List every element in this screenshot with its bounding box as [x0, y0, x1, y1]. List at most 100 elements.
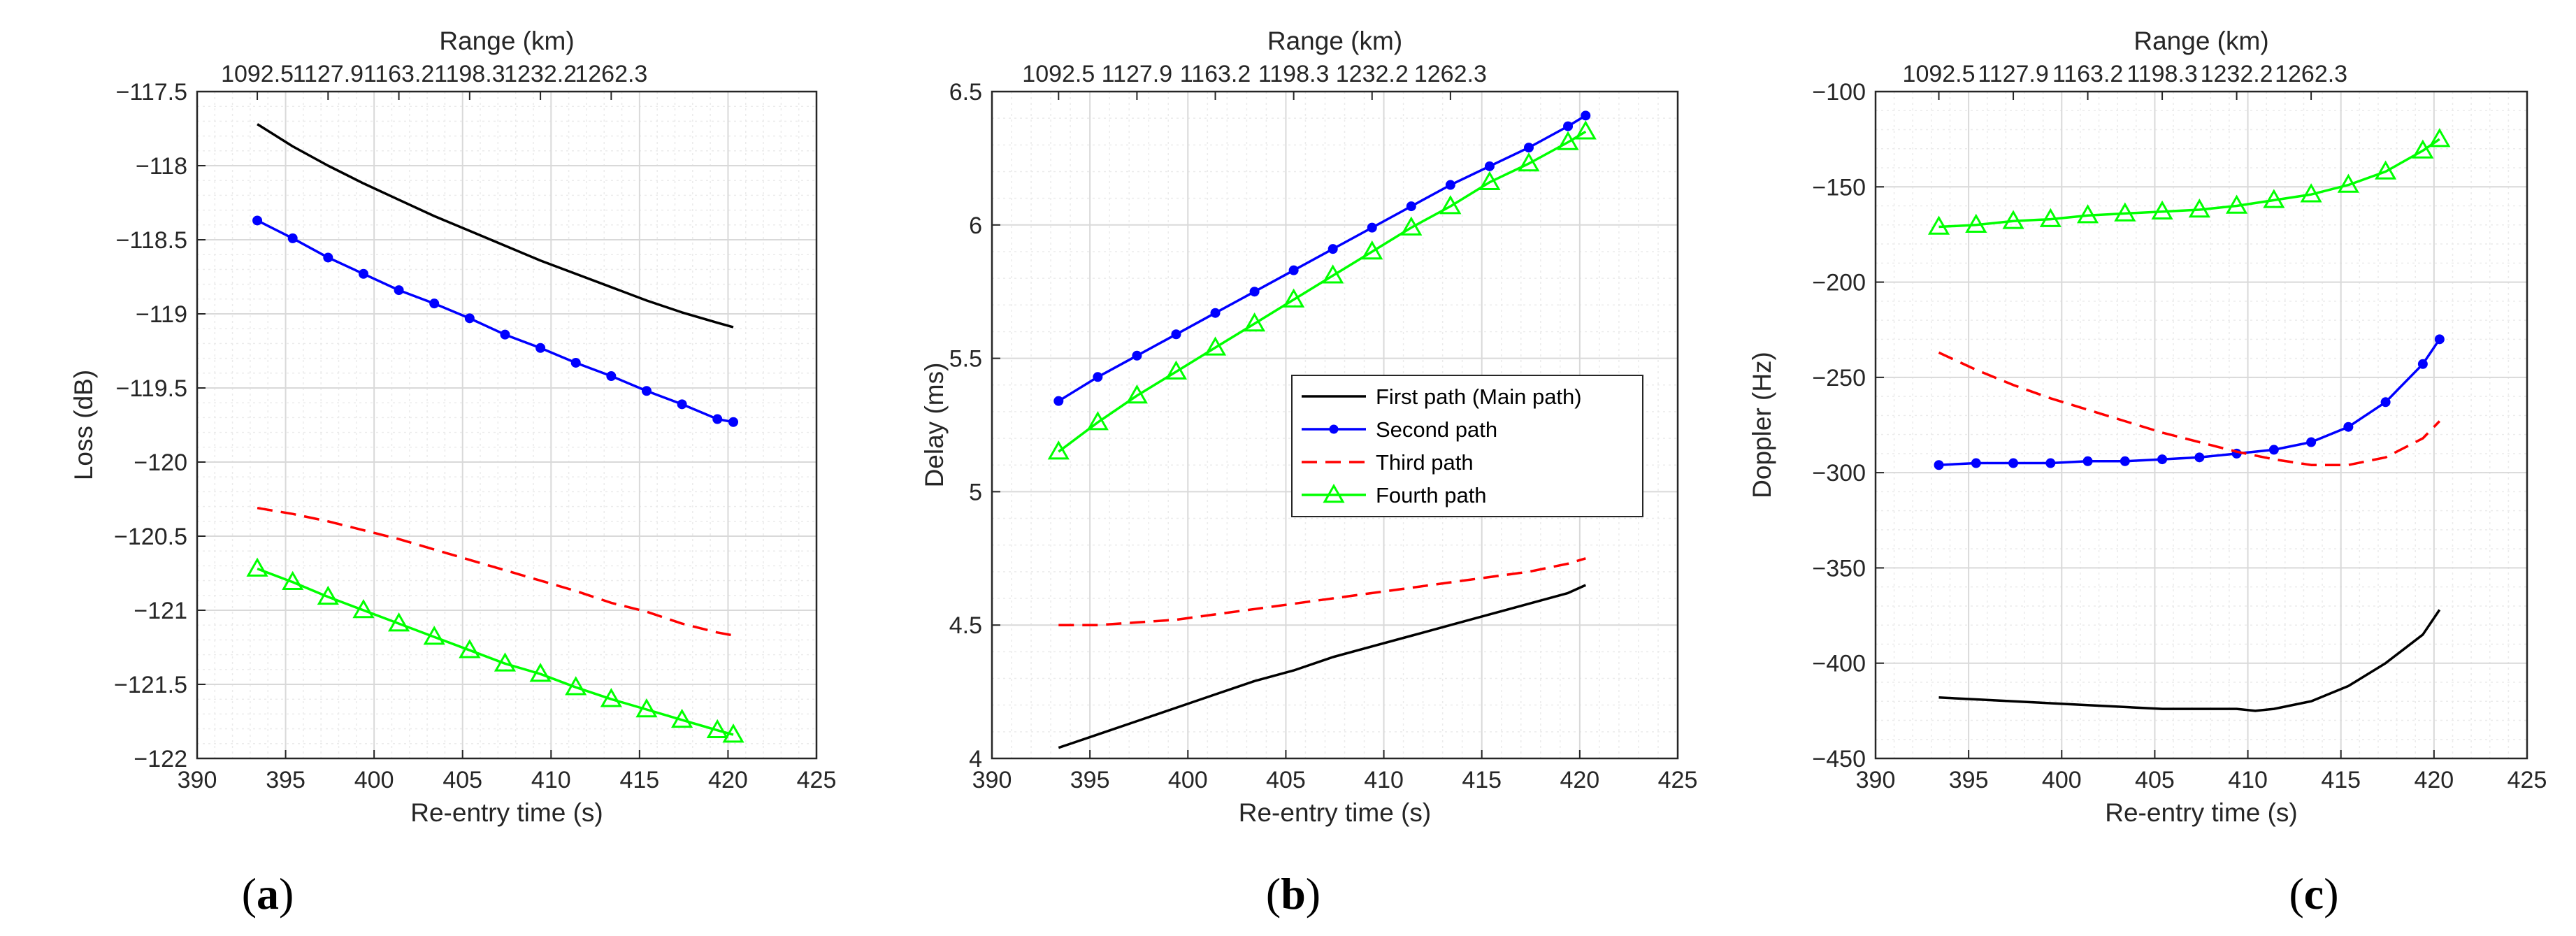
data-point-dot: [1406, 201, 1416, 212]
y-tick-label: −117.5: [116, 79, 187, 106]
y-tick-label: −450: [1812, 746, 1866, 772]
y-tick-label: 6: [969, 213, 982, 239]
data-point-triangle: [565, 676, 587, 696]
y-tick-label: −150: [1812, 174, 1866, 201]
y-tick-label: −121.5: [114, 672, 187, 698]
top-tick-label: 1092.5: [221, 61, 294, 87]
x-tick-label: 420: [1560, 767, 1599, 793]
data-point-triangle: [1322, 264, 1344, 284]
x-tick-label: 415: [2321, 767, 2361, 793]
charts-layer: 390 395 400 405 410 415 420 425 −117.5 −118 −118.5…: [69, 27, 2547, 919]
series-first-path: [257, 123, 734, 329]
x-tick-label: 395: [1949, 767, 1989, 793]
data-point-triangle: [2076, 204, 2099, 224]
data-point-triangle: [2300, 183, 2322, 203]
x-tick-label: 395: [1070, 767, 1110, 793]
legend-label: Second path: [1376, 417, 1497, 442]
data-point-triangle: [1086, 411, 1109, 431]
y-tick-label: −300: [1812, 460, 1866, 487]
top-axis-title: Range (km): [2134, 27, 2268, 55]
y-tick-label: −200: [1812, 270, 1866, 296]
data-point-triangle: [529, 663, 552, 682]
x-tick-label: 420: [708, 767, 748, 793]
data-point-triangle: [494, 652, 517, 672]
series-line: [257, 506, 734, 637]
series-fourth-path: [246, 557, 744, 743]
top-tick-label: 1232.2: [2201, 61, 2273, 87]
panel-b: 390 395 400 405 410 415 420 425 4 4.5 5 5.5 6 6.5 1092…: [920, 27, 1697, 827]
data-point-dot: [323, 252, 333, 263]
data-point-triangle: [1518, 152, 1540, 172]
y-tick-label: −121: [134, 598, 187, 624]
y-tick-label: −118.5: [116, 227, 187, 254]
data-point-dot: [2194, 452, 2205, 463]
series-first-path: [1058, 584, 1587, 749]
data-point-triangle: [2429, 128, 2451, 147]
data-point-triangle: [1927, 215, 1950, 235]
axes-box: [991, 90, 1679, 760]
axes-box: [196, 90, 818, 760]
data-point-dot: [1563, 121, 1574, 131]
x-tick-label: 390: [1856, 767, 1896, 793]
y-tick-label: 6.5: [949, 79, 982, 106]
y-tick-label: −250: [1812, 365, 1866, 391]
series-line: [1058, 130, 1587, 453]
top-tick-label: 1262.3: [575, 61, 647, 87]
series-third-path: [257, 506, 734, 637]
x-tick-label: 405: [1266, 767, 1306, 793]
data-point-triangle: [635, 698, 658, 718]
legend-marker-triangle: [1323, 483, 1345, 503]
data-point-triangle: [1283, 288, 1305, 308]
data-point-dot: [2380, 397, 2391, 408]
axes-box: [1874, 90, 2528, 760]
data-point-triangle: [1574, 120, 1597, 140]
legend-label: First path (Main path): [1376, 384, 1582, 409]
top-tick-label: 1262.3: [1414, 61, 1487, 87]
panel-c: 390 395 400 405 410 415 420 425 −100 −150 −200 −250…: [1748, 27, 2547, 827]
top-tick-label: 1232.2: [504, 61, 577, 87]
x-tick-label: 410: [531, 767, 571, 793]
subfigure-caption: (a): [242, 869, 294, 919]
data-point-triangle: [1478, 171, 1501, 190]
data-point-dot: [2008, 458, 2019, 468]
data-point-triangle: [459, 639, 481, 658]
data-point-triangle: [282, 570, 304, 590]
data-point-triangle: [1965, 213, 1987, 233]
data-point-dot: [1171, 329, 1181, 340]
top-tick-label: 1262.3: [2275, 61, 2347, 87]
data-point-dot: [677, 399, 687, 410]
top-tick-label: 1163.2: [2052, 61, 2123, 87]
legend-label: Fourth path: [1376, 483, 1487, 507]
data-point-dot: [358, 268, 368, 279]
data-point-dot: [728, 417, 739, 427]
data-point-triangle: [706, 719, 728, 738]
data-point-dot: [2045, 458, 2056, 468]
data-point-triangle: [1361, 240, 1383, 260]
x-tick-label: 400: [354, 767, 394, 793]
y-axis-title: Delay (ms): [920, 363, 949, 488]
series-line: [1938, 609, 2441, 712]
data-point-triangle: [2002, 210, 2024, 229]
data-point-dot: [394, 285, 404, 296]
x-axis-title: Re-entry time (s): [410, 798, 603, 827]
data-point-triangle: [352, 598, 375, 619]
x-tick-label: 390: [972, 767, 1012, 793]
data-point-triangle: [387, 612, 410, 632]
top-tick-label: 1092.5: [1903, 61, 1976, 87]
series-second-path: [1934, 334, 2445, 470]
top-tick-label: 1127.9: [1978, 61, 2048, 87]
series-second-path: [252, 215, 739, 427]
top-tick-label: 1198.3: [434, 61, 505, 87]
x-axis-title: Re-entry time (s): [1239, 798, 1431, 827]
data-point-dot: [1445, 180, 1455, 190]
data-point-triangle: [722, 723, 744, 743]
data-point-dot: [1484, 161, 1495, 171]
series-line: [1938, 138, 2440, 229]
data-point-triangle: [2263, 189, 2285, 208]
y-tick-label: −118: [136, 153, 187, 180]
series-second-path: [1053, 110, 1591, 406]
data-point-dot: [535, 343, 546, 353]
data-point-dot: [2343, 422, 2354, 432]
data-point-triangle: [2375, 160, 2397, 180]
data-point-dot: [1210, 308, 1221, 318]
